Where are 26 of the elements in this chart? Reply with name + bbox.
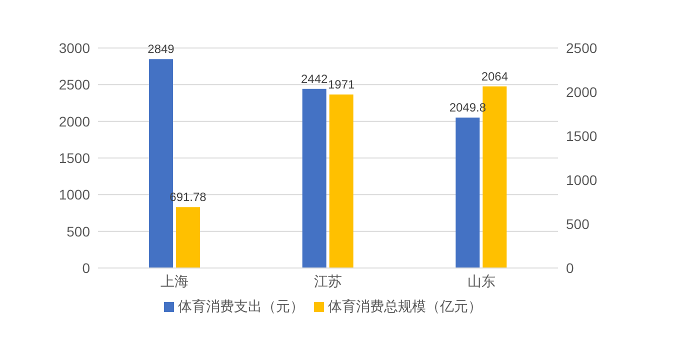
y2-tick-label: 1000 bbox=[566, 172, 598, 188]
data-label: 2442 bbox=[300, 72, 328, 86]
y2-tick-label: 2500 bbox=[566, 40, 598, 56]
y-tick-label: 500 bbox=[66, 223, 90, 240]
bar bbox=[302, 88, 326, 268]
y2-tick-label: 1500 bbox=[566, 128, 598, 144]
y-tick-label: 1500 bbox=[58, 150, 90, 166]
x-tick-label: 山东 bbox=[467, 272, 496, 289]
legend-label: 体育消费支出（元） bbox=[178, 298, 304, 314]
data-label: 2849 bbox=[148, 42, 175, 56]
y-tick-label: 1000 bbox=[58, 186, 90, 203]
bar bbox=[456, 118, 480, 268]
y-tick-label: 2000 bbox=[58, 113, 90, 130]
bar bbox=[176, 207, 200, 268]
y-tick-label: 2500 bbox=[58, 76, 90, 93]
y-tick-label: 3000 bbox=[58, 40, 90, 56]
data-label: 2064 bbox=[481, 69, 508, 84]
x-tick-label: 上海 bbox=[160, 272, 189, 289]
legend-label: 体育消费总规模（亿元） bbox=[328, 298, 482, 314]
bar bbox=[329, 94, 354, 268]
y2-tick-label: 500 bbox=[566, 216, 590, 232]
y2-tick-label: 0 bbox=[566, 260, 574, 276]
y-tick-label: 0 bbox=[82, 260, 90, 276]
data-label: 1971 bbox=[328, 78, 356, 92]
x-tick-label: 江苏 bbox=[314, 272, 342, 289]
y2-tick-label: 2000 bbox=[566, 84, 598, 100]
